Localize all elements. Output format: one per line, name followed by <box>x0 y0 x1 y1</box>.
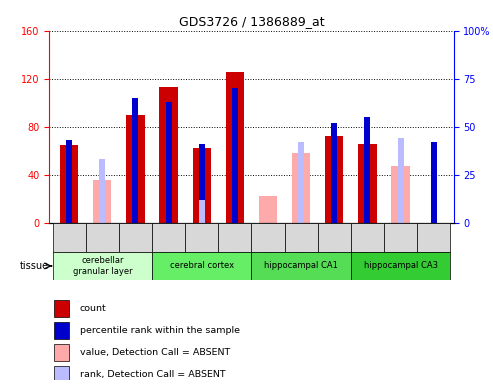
Bar <box>251 252 351 280</box>
Bar <box>431 142 437 223</box>
Bar <box>86 223 119 252</box>
Bar <box>317 223 351 252</box>
Bar <box>364 117 370 223</box>
Bar <box>193 148 211 223</box>
Bar <box>325 136 344 223</box>
Bar <box>119 223 152 252</box>
Text: percentile rank within the sample: percentile rank within the sample <box>80 326 240 335</box>
Bar <box>54 300 69 316</box>
Text: count: count <box>80 304 106 313</box>
Bar <box>126 115 144 223</box>
Bar <box>152 252 251 280</box>
Bar <box>93 180 111 223</box>
Bar <box>259 196 277 223</box>
Bar <box>218 223 251 252</box>
Text: value, Detection Call = ABSENT: value, Detection Call = ABSENT <box>80 348 230 357</box>
Text: hippocampal CA1: hippocampal CA1 <box>264 262 338 270</box>
Text: cerebellar
granular layer: cerebellar granular layer <box>72 256 132 276</box>
Bar <box>298 142 304 223</box>
Bar <box>226 71 244 223</box>
Bar <box>232 88 238 223</box>
Bar <box>152 223 185 252</box>
Text: tissue: tissue <box>20 261 49 271</box>
Title: GDS3726 / 1386889_at: GDS3726 / 1386889_at <box>178 15 324 28</box>
Bar <box>292 153 310 223</box>
Bar <box>199 144 205 223</box>
Text: cerebral cortex: cerebral cortex <box>170 262 234 270</box>
Bar <box>54 366 69 383</box>
Text: hippocampal CA3: hippocampal CA3 <box>363 262 438 270</box>
Bar <box>397 138 404 223</box>
Bar <box>199 200 205 223</box>
Bar <box>133 98 139 223</box>
Bar <box>417 223 450 252</box>
Bar <box>351 223 384 252</box>
Bar <box>54 344 69 361</box>
Bar <box>391 166 410 223</box>
Bar <box>185 223 218 252</box>
Text: rank, Detection Call = ABSENT: rank, Detection Call = ABSENT <box>80 370 225 379</box>
Bar <box>331 123 337 223</box>
Bar <box>251 223 284 252</box>
Bar <box>351 252 450 280</box>
Bar <box>53 223 86 252</box>
Bar <box>66 140 72 223</box>
Bar <box>358 144 377 223</box>
Bar <box>284 223 317 252</box>
Bar <box>54 322 69 339</box>
Bar <box>99 159 106 223</box>
Bar <box>60 145 78 223</box>
Bar <box>53 252 152 280</box>
Bar <box>166 102 172 223</box>
Bar <box>159 87 177 223</box>
Bar <box>384 223 417 252</box>
